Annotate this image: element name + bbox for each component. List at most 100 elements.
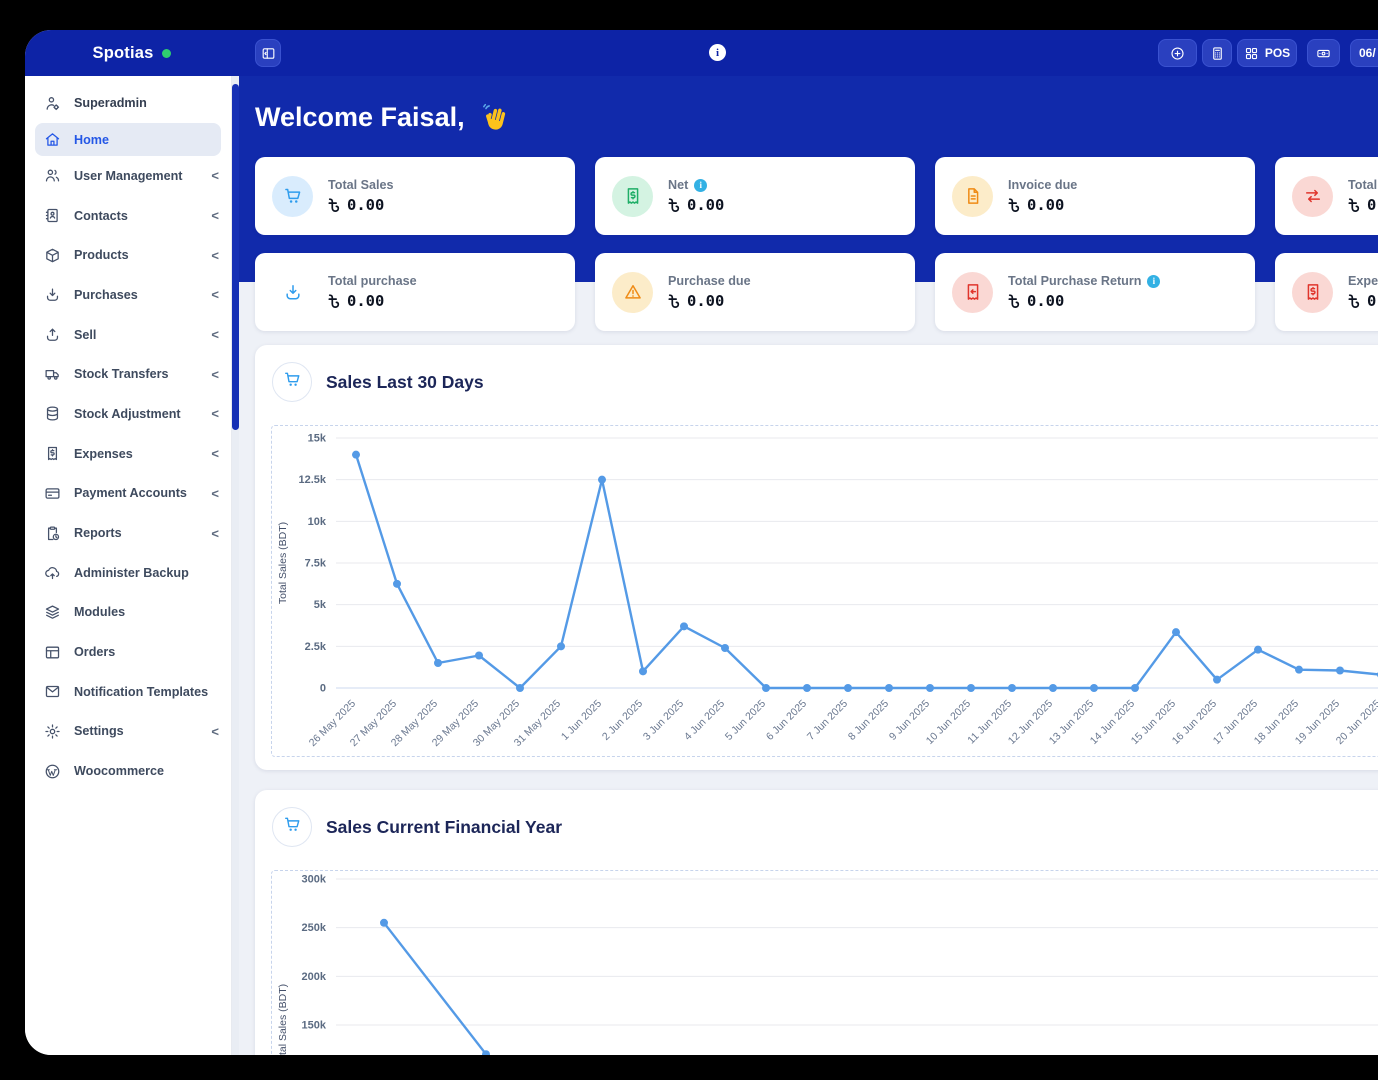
sidebar-item-notification-templates[interactable]: Notification Templates < <box>25 672 231 712</box>
taka-currency-icon <box>328 293 340 309</box>
sidebar-item-label: Purchases <box>74 287 138 302</box>
credit-card-icon <box>44 485 61 502</box>
chart2-title: Sales Current Financial Year <box>326 816 563 837</box>
chevron-icon: < <box>211 723 219 739</box>
svg-text:2.5k: 2.5k <box>305 641 327 653</box>
svg-text:0: 0 <box>320 683 326 695</box>
receipt-return-icon <box>952 271 993 313</box>
sidebar-item-orders[interactable]: Orders < <box>25 632 231 672</box>
sidebar-item-modules[interactable]: Modules < <box>25 593 231 633</box>
download-icon <box>272 272 313 313</box>
taka-currency-icon <box>668 293 680 309</box>
sidebar-scrollbar-track <box>232 76 239 1055</box>
date-button[interactable]: 06/ <box>1350 39 1378 67</box>
sidebar-item-user-management[interactable]: User Management < <box>25 156 231 196</box>
stat-value: 0.00 <box>328 196 394 214</box>
sidebar-item-expenses[interactable]: Expenses < <box>25 434 231 474</box>
sidebar-item-label: Notification Templates <box>74 684 209 699</box>
stat-label: Total purchase <box>328 274 417 288</box>
sidebar-scrollbar-thumb[interactable] <box>232 84 239 430</box>
sidebar-item-label: Reports <box>74 526 122 541</box>
sidebar-item-label: Orders <box>74 645 116 660</box>
svg-text:2 Jun 2025: 2 Jun 2025 <box>600 698 645 743</box>
stat-value: 0. <box>1348 196 1378 214</box>
cart-icon <box>272 175 313 217</box>
sidebar-item-contacts[interactable]: Contacts < <box>25 196 231 236</box>
chart1-header: Sales Last 30 Days <box>255 345 1378 402</box>
sidebar-item-payment-accounts[interactable]: Payment Accounts < <box>25 474 231 514</box>
taka-currency-icon <box>1348 293 1360 309</box>
stat-value: 0.00 <box>1008 292 1160 310</box>
receipt-dollar-icon <box>612 175 653 217</box>
info-icon[interactable]: i <box>694 178 708 192</box>
stat-card-total-purchase-return: Total Purchase Return i 0.00 <box>935 253 1255 331</box>
download-icon <box>44 286 61 303</box>
sidebar-item-home[interactable]: Home < <box>35 123 221 156</box>
chevron-icon: < <box>211 485 219 501</box>
sidebar-item-label: User Management <box>74 168 183 183</box>
sidebar-item-label: Stock Transfers <box>74 367 169 382</box>
panel-toggle-icon <box>261 46 276 61</box>
chevron-icon: < <box>211 366 219 382</box>
taka-currency-icon <box>668 197 680 213</box>
brand: Spotias <box>25 30 238 76</box>
chart1-title: Sales Last 30 Days <box>326 371 484 392</box>
chart2-plot-area: 050k100k150k200k250k300kTotal Sales (BDT… <box>271 870 1378 1055</box>
pos-button[interactable]: POS <box>1237 39 1297 67</box>
chevron-icon: < <box>211 247 219 263</box>
online-status-dot <box>161 48 171 58</box>
chart1-plot-area: 0 2.5k 5k 7.5k 10k 12.5k 15k Total Sales (BDT) 2… <box>271 425 1378 757</box>
add-button[interactable] <box>1158 39 1197 67</box>
svg-text:1 Jun 2025: 1 Jun 2025 <box>559 698 604 743</box>
sidebar-item-stock-adjustment[interactable]: Stock Adjustment < <box>25 394 231 434</box>
sidebar-item-label: Home <box>74 132 109 147</box>
sidebar-item-stock-transfers[interactable]: Stock Transfers < <box>25 354 231 394</box>
database-icon <box>44 405 61 422</box>
sidebar-item-purchases[interactable]: Purchases < <box>25 275 231 315</box>
svg-text:8 Jun 2025: 8 Jun 2025 <box>846 698 891 743</box>
warning-icon <box>612 271 653 313</box>
stat-label: Invoice due <box>1008 178 1078 192</box>
sidebar-item-woocommerce[interactable]: Woocommerce < <box>25 751 231 791</box>
sidebar-item-administer-backup[interactable]: Administer Backup < <box>25 553 231 593</box>
receipt-dollar-icon <box>1292 271 1333 313</box>
calculator-button[interactable] <box>1202 39 1232 67</box>
taka-currency-icon <box>1008 197 1020 213</box>
upload-icon <box>44 326 61 343</box>
sidebar-item-label: Woocommerce <box>74 764 165 779</box>
sales-financial-year-chart: 050k100k150k200k250k300kTotal Sales (BDT… <box>277 874 1378 1055</box>
svg-text:15k: 15k <box>308 433 327 445</box>
sidebar-item-label: Products <box>74 248 129 263</box>
sidebar-item-label: Contacts <box>74 208 128 223</box>
cloud-up-icon <box>44 564 61 581</box>
box-icon <box>44 247 61 264</box>
chevron-icon: < <box>211 168 219 184</box>
sidebar-item-label: Administer Backup <box>74 565 189 580</box>
users-icon <box>44 167 61 184</box>
stat-card-purchase-due: Purchase due i 0.00 <box>595 253 915 331</box>
taka-currency-icon <box>328 197 340 213</box>
sidebar-item-products[interactable]: Products < <box>25 235 231 275</box>
layers-icon <box>44 604 61 621</box>
receipt-dollar-icon <box>44 445 61 462</box>
cash-register-button[interactable] <box>1307 39 1340 67</box>
sidebar-user-label: Superadmin <box>74 96 147 110</box>
chevron-icon: < <box>211 327 219 343</box>
svg-text:Total Sales (BDT): Total Sales (BDT) <box>277 522 289 604</box>
home-icon <box>44 131 61 148</box>
sidebar-item-reports[interactable]: Reports < <box>25 513 231 553</box>
sidebar-item-settings[interactable]: Settings < <box>25 712 231 752</box>
stat-label: Total S <box>1348 178 1378 192</box>
chevron-icon: < <box>211 287 219 303</box>
info-icon[interactable]: i <box>1147 274 1161 288</box>
app-window: Spotias i POS 06/ Superadmin Home < User … <box>25 30 1378 1055</box>
svg-text:5k: 5k <box>314 599 327 611</box>
sidebar-toggle-button[interactable] <box>255 39 281 67</box>
stat-card-total-purchase: Total purchase i 0.00 <box>255 253 575 331</box>
sidebar-item-label: Settings <box>74 724 124 739</box>
sidebar-item-sell[interactable]: Sell < <box>25 315 231 355</box>
swap-icon <box>1292 175 1333 217</box>
info-icon[interactable]: i <box>709 44 726 61</box>
sidebar-user[interactable]: Superadmin <box>25 83 231 123</box>
